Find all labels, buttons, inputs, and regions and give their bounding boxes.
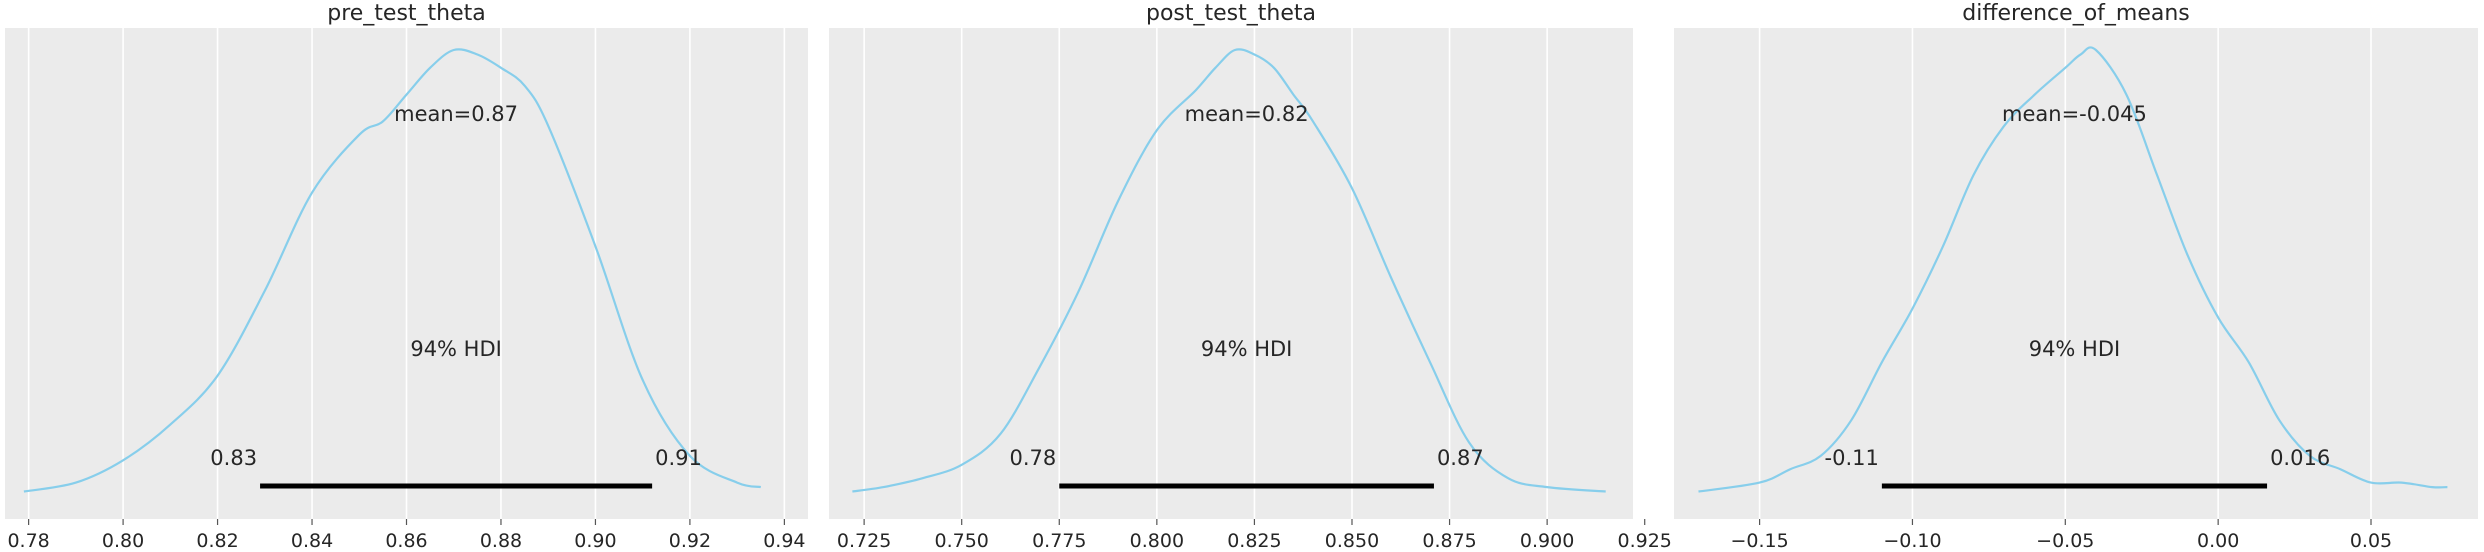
density-curve — [1698, 46, 2448, 493]
x-tick-label: 0.875 — [1422, 530, 1476, 552]
panel-title: pre_test_theta — [327, 1, 486, 26]
plot-background — [1674, 28, 2478, 519]
mean-label: mean=0.87 — [394, 102, 518, 126]
x-tick-label: 0.82 — [196, 530, 238, 552]
hdi-upper-label: 0.91 — [655, 446, 702, 470]
hdi-lower-label: -0.11 — [1825, 446, 1879, 470]
density-curve — [23, 48, 762, 493]
x-tick-label: 0.80 — [102, 530, 144, 552]
panel-pre-test-theta: 0.78 0.80 0.82 0.84 0.86 0.88 0.90 0.92 0.94 pre_… — [5, 1, 808, 552]
x-tick-label: 0.94 — [763, 530, 805, 552]
x-tick-label: 0.78 — [7, 530, 49, 552]
x-tick-label: 0.84 — [291, 530, 333, 552]
x-tick-label: 0.800 — [1130, 530, 1184, 552]
hdi-probability-label: 94% HDI — [2029, 337, 2121, 361]
mean-label: mean=-0.045 — [2002, 102, 2147, 126]
x-tick-label: 0.825 — [1227, 530, 1281, 552]
panel-title: post_test_theta — [1146, 1, 1316, 26]
x-tick-label: 0.86 — [385, 530, 427, 552]
x-tick-label: 0.775 — [1032, 530, 1086, 552]
x-tick-label: 0.92 — [669, 530, 711, 552]
hdi-probability-label: 94% HDI — [1201, 337, 1293, 361]
panel-title: difference_of_means — [1962, 1, 2190, 26]
panel-post-test-theta: 0.725 0.750 0.775 0.800 0.825 0.850 0.875 0.900… — [829, 1, 1672, 552]
x-tick-label: −0.05 — [2036, 530, 2094, 552]
density-curve — [852, 48, 1606, 493]
hdi-probability-label: 94% HDI — [410, 337, 502, 361]
x-tick-label: 0.725 — [837, 530, 891, 552]
mean-label: mean=0.82 — [1185, 102, 1309, 126]
hdi-upper-label: 0.016 — [2270, 446, 2330, 470]
hdi-upper-label: 0.87 — [1437, 446, 1484, 470]
x-tick-label: −0.15 — [1730, 530, 1788, 552]
x-tick-label: 0.05 — [2350, 530, 2392, 552]
plot-background — [829, 28, 1633, 519]
panel-difference-of-means: −0.15 −0.10 −0.05 0.00 0.05 difference_of_mea… — [1674, 1, 2478, 552]
x-tick-label: 0.00 — [2197, 530, 2239, 552]
x-tick-label: 0.850 — [1325, 530, 1379, 552]
x-tick-label: 0.925 — [1618, 530, 1672, 552]
x-tick-label: 0.900 — [1520, 530, 1574, 552]
x-tick-label: −0.10 — [1883, 530, 1941, 552]
x-tick-label: 0.88 — [480, 530, 522, 552]
x-tick-label: 0.90 — [574, 530, 616, 552]
x-tick-label: 0.750 — [934, 530, 988, 552]
hdi-lower-label: 0.83 — [210, 446, 257, 470]
hdi-lower-label: 0.78 — [1010, 446, 1057, 470]
